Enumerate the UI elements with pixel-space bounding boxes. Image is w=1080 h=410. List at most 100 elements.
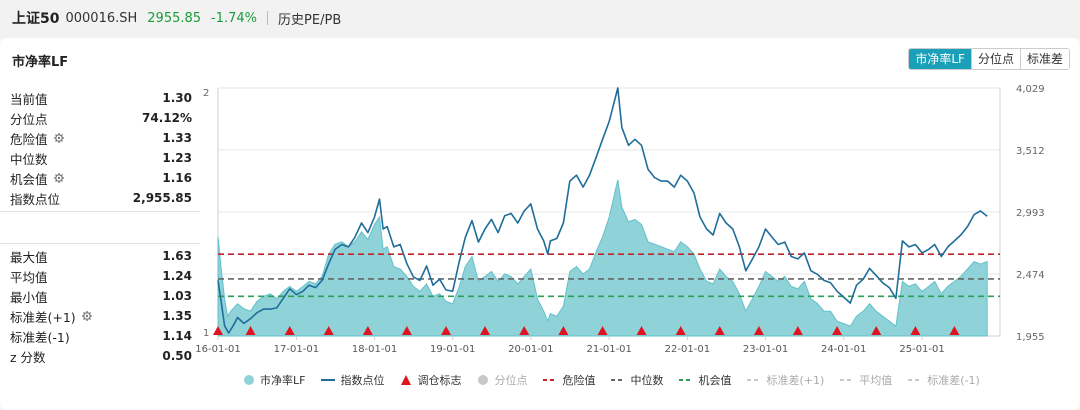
stat-value: 1.30 xyxy=(162,91,192,105)
rebalance-marker xyxy=(323,326,334,335)
legend-label: 分位点 xyxy=(494,374,528,387)
index-price: 2955.85 xyxy=(147,10,202,26)
legend-item[interactable]: 分位点 xyxy=(477,372,527,388)
tab-pb[interactable]: 市净率LF xyxy=(909,49,971,69)
legend-item[interactable]: 市净率LF xyxy=(243,372,305,388)
rebalance-marker xyxy=(519,326,530,335)
stat-value: 0.50 xyxy=(162,349,192,363)
stat-label: 平均值 xyxy=(10,269,48,285)
legend-label: 指数点位 xyxy=(340,374,385,387)
tab-stddev[interactable]: 标准差 xyxy=(1019,49,1069,69)
stat-value: 1.14 xyxy=(162,329,192,343)
legend-label: 标准差(+1) xyxy=(766,374,825,387)
stat-row: 标准差(-1) 1.14 xyxy=(0,326,200,346)
stat-label: 最小值 xyxy=(10,289,48,305)
stat-value: 1.63 xyxy=(162,249,192,263)
y-left-tick-label: 2 xyxy=(203,88,209,99)
legend-item[interactable]: 指数点位 xyxy=(321,372,384,388)
stat-label: 指数点位 xyxy=(10,191,61,207)
stat-value: 1.03 xyxy=(162,289,192,303)
chart-card: 市净率LF 市净率LF 分位点 标准差 当前值 1.30 分位点 74.12% 危险值 1… xyxy=(0,38,1080,410)
stat-value: 1.16 xyxy=(162,171,192,185)
legend-line-icon xyxy=(321,379,336,381)
rebalance-marker xyxy=(441,326,452,335)
tab-percentile[interactable]: 分位点 xyxy=(970,49,1020,69)
stats-divider-top xyxy=(0,211,200,212)
stat-row: 标准差(+1) 1.35 xyxy=(0,306,200,326)
stat-value: 1.24 xyxy=(162,269,192,283)
rebalance-marker xyxy=(213,326,223,335)
stat-row: 最大值 1.63 xyxy=(0,246,200,266)
rebalance-marker xyxy=(832,326,843,335)
rebalance-marker xyxy=(675,326,686,335)
gear-icon[interactable] xyxy=(81,310,93,322)
rebalance-marker xyxy=(480,326,491,335)
index-code: 000016.SH xyxy=(65,10,138,26)
stat-row: 危险值 1.33 xyxy=(0,128,200,148)
x-tick-label: 18-01-01 xyxy=(352,344,397,355)
rebalance-marker xyxy=(636,326,647,335)
stats-panel: 当前值 1.30 分位点 74.12% 危险值 1.33 中位数 1.23 机会值 1.16 指数点… xyxy=(0,88,200,366)
legend-triangle-icon xyxy=(401,375,412,385)
rebalance-marker xyxy=(871,326,882,335)
legend-item[interactable]: 平均值 xyxy=(840,372,892,388)
index-line-series xyxy=(217,87,988,334)
y-left-tick-label: 1 xyxy=(203,328,209,339)
legend-item[interactable]: 危险值 xyxy=(543,372,595,388)
stat-label: 中位数 xyxy=(10,151,48,167)
gear-icon[interactable] xyxy=(53,132,65,144)
y-right-tick-label: 2,993 xyxy=(1016,208,1045,219)
rebalance-marker xyxy=(714,326,725,335)
rebalance-marker xyxy=(284,326,295,335)
stat-label: 机会值 xyxy=(10,171,48,187)
legend-item[interactable]: 标准差(+1) xyxy=(747,372,824,388)
legend-item[interactable]: 标准差(-1) xyxy=(908,372,980,388)
legend-label: 平均值 xyxy=(859,374,893,387)
legend-dash-icon xyxy=(543,379,555,381)
legend-label: 市净率LF xyxy=(260,374,306,387)
legend-dash-icon xyxy=(908,379,920,381)
legend-dash-icon xyxy=(611,379,623,381)
legend-label: 危险值 xyxy=(562,374,596,387)
x-tick-label: 20-01-01 xyxy=(508,344,553,355)
x-tick-label: 22-01-01 xyxy=(665,344,710,355)
legend-item[interactable]: 调仓标志 xyxy=(400,372,461,388)
stat-label: 标准差(+1) xyxy=(10,309,76,325)
legend-item[interactable]: 中位数 xyxy=(611,372,663,388)
stat-label: 最大值 xyxy=(10,249,48,265)
pb-area-series xyxy=(217,179,988,337)
rebalance-marker xyxy=(949,326,960,335)
stat-label: 当前值 xyxy=(10,91,48,107)
x-tick-label: 23-01-01 xyxy=(743,344,788,355)
index-change: -1.74% xyxy=(211,10,258,26)
stat-value: 2,955.85 xyxy=(132,191,192,205)
stat-row: 机会值 1.16 xyxy=(0,168,200,188)
stat-row: 当前值 1.30 xyxy=(0,88,200,108)
legend-dot-icon xyxy=(244,375,254,385)
rebalance-marker xyxy=(362,326,373,335)
stats-divider-bottom xyxy=(0,243,200,244)
x-tick-label: 16-01-01 xyxy=(195,344,240,355)
x-tick-label: 25-01-01 xyxy=(899,344,944,355)
stat-row: 平均值 1.24 xyxy=(0,266,200,286)
x-tick-label: 21-01-01 xyxy=(587,344,632,355)
chart-legend: 市净率LF 指数点位 调仓标志 分位点 危险值 中位数 机会值 标准差(+1) 平均值 标准差(-… xyxy=(243,372,996,388)
gear-icon[interactable] xyxy=(53,172,65,184)
legend-dot-icon xyxy=(478,375,489,385)
header-label: 历史PE/PB xyxy=(278,12,342,28)
y-right-tick-label: 3,512 xyxy=(1016,146,1045,157)
stat-label: 标准差(-1) xyxy=(10,329,70,345)
stat-row: 最小值 1.03 xyxy=(0,286,200,306)
stat-value: 1.33 xyxy=(162,131,192,145)
rebalance-marker xyxy=(597,326,608,335)
stat-label: z 分数 xyxy=(10,349,46,365)
stat-label: 分位点 xyxy=(10,111,48,127)
stat-value: 1.35 xyxy=(162,309,192,323)
legend-dash-icon xyxy=(679,379,691,381)
rebalance-marker xyxy=(910,326,921,335)
y-right-tick-label: 2,474 xyxy=(1016,270,1045,281)
legend-dash-icon xyxy=(747,379,759,381)
rebalance-marker xyxy=(753,326,764,335)
legend-item[interactable]: 机会值 xyxy=(679,372,731,388)
x-tick-label: 19-01-01 xyxy=(430,344,475,355)
